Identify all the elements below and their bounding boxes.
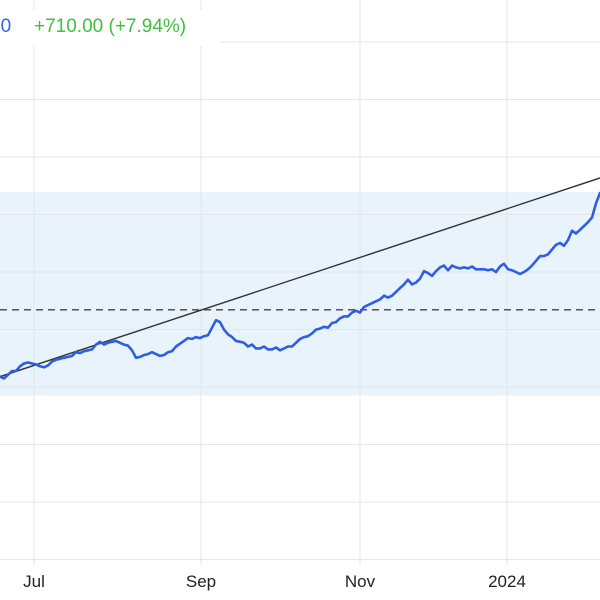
price-value: 00 (0, 16, 12, 37)
price-header: 00 +710.00 (+7.94%) (0, 10, 220, 46)
x-tick-label: Jul (23, 572, 45, 591)
price-change: +710.00 (+7.94%) (34, 16, 187, 37)
range-band (0, 192, 600, 396)
price-line (0, 191, 600, 380)
x-tick-label: Sep (186, 572, 216, 591)
x-tick-label: 2024 (488, 572, 526, 591)
trend-line (0, 177, 600, 378)
x-tick-label: Nov (345, 572, 376, 591)
